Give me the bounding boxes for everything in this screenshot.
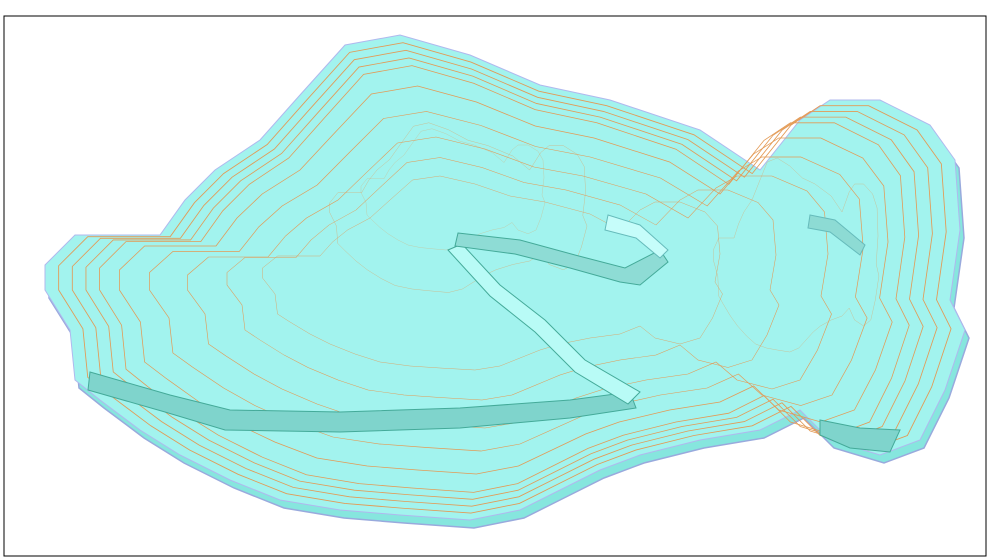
shape <box>454 232 669 286</box>
shape <box>819 419 901 453</box>
shape <box>447 243 641 405</box>
shape <box>87 371 637 433</box>
shape <box>604 214 669 259</box>
benches <box>87 214 901 453</box>
shape <box>807 214 866 256</box>
